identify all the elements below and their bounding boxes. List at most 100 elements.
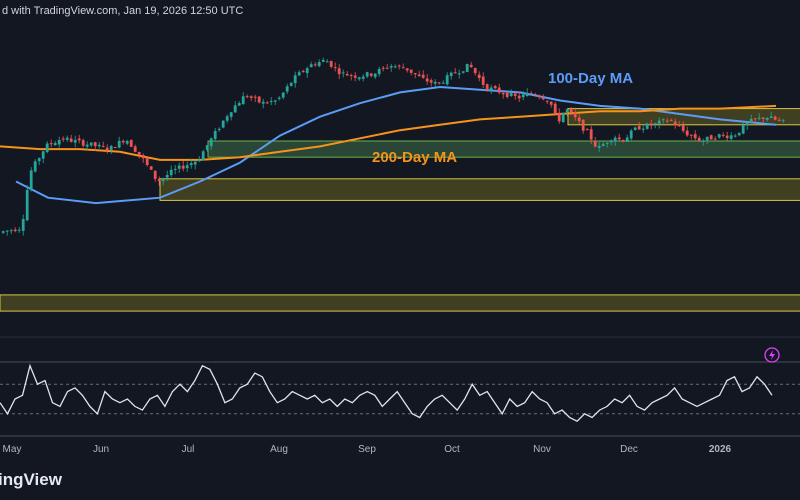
candle-body bbox=[325, 61, 329, 63]
candle-body bbox=[773, 116, 777, 120]
ma-label: 200-Day MA bbox=[372, 149, 457, 166]
candle-body bbox=[269, 100, 273, 102]
candle-body bbox=[221, 120, 225, 128]
candle-body bbox=[45, 143, 49, 153]
candle-body bbox=[289, 82, 293, 86]
candle-body bbox=[353, 75, 357, 78]
x-tick-label: 2026 bbox=[709, 444, 732, 455]
candle-body bbox=[277, 97, 281, 99]
candle-body bbox=[225, 116, 229, 121]
x-tick-label: Jun bbox=[93, 444, 109, 455]
candle-body bbox=[97, 144, 101, 147]
candle-body bbox=[597, 145, 601, 148]
candle-body bbox=[185, 165, 189, 169]
candle-body bbox=[357, 77, 361, 80]
rsi-panel bbox=[0, 336, 800, 437]
candle-body bbox=[233, 105, 237, 113]
candle-body bbox=[341, 72, 345, 74]
candle-body bbox=[757, 117, 761, 119]
candle-body bbox=[465, 63, 469, 72]
candle-body bbox=[625, 137, 629, 143]
candle-body bbox=[725, 135, 729, 139]
candle-body bbox=[273, 100, 277, 102]
candle-body bbox=[85, 144, 89, 147]
candle-body bbox=[305, 68, 309, 74]
candle-body bbox=[57, 139, 61, 145]
candle-body bbox=[349, 75, 353, 77]
candle-body bbox=[461, 71, 465, 73]
candle-body bbox=[553, 103, 557, 114]
lightning-icon-ring bbox=[764, 347, 780, 363]
candle-body bbox=[513, 93, 517, 96]
candle-body bbox=[157, 179, 161, 182]
candle-body bbox=[5, 230, 9, 232]
candle-body bbox=[217, 128, 221, 130]
candle-body bbox=[261, 101, 265, 104]
candle-body bbox=[493, 85, 497, 89]
candle-body bbox=[581, 119, 585, 131]
candle-body bbox=[9, 230, 13, 232]
candle-body bbox=[501, 93, 505, 95]
candle-body bbox=[377, 68, 381, 75]
candle-body bbox=[113, 147, 117, 149]
candle-body bbox=[537, 95, 541, 98]
candle-body bbox=[405, 68, 409, 71]
candle-body bbox=[281, 92, 285, 98]
candle-body bbox=[621, 139, 625, 142]
candle-body bbox=[329, 61, 333, 67]
candle-body bbox=[117, 140, 121, 148]
candle-body bbox=[433, 81, 437, 84]
candle-body bbox=[125, 140, 129, 144]
publish-info: d with TradingView.com, Jan 19, 2026 12:… bbox=[2, 5, 244, 17]
candle-body bbox=[321, 59, 325, 62]
candle-body bbox=[729, 135, 733, 139]
candle-body bbox=[701, 140, 705, 142]
candle-body bbox=[189, 163, 193, 166]
lightning-icon[interactable] bbox=[764, 347, 780, 363]
candle-body bbox=[201, 151, 205, 161]
candle-body bbox=[629, 130, 633, 139]
candle-body bbox=[253, 96, 257, 98]
annotations-layer: 100-Day MA 200-Day MA bbox=[372, 70, 633, 166]
candle-body bbox=[25, 189, 29, 221]
candle-body bbox=[37, 158, 41, 162]
candle-body bbox=[169, 169, 173, 176]
candle-body bbox=[173, 168, 177, 170]
candle-body bbox=[193, 161, 197, 165]
candle-body bbox=[197, 159, 201, 162]
candle-body bbox=[369, 73, 373, 76]
candle-body bbox=[345, 73, 349, 76]
candle-body bbox=[733, 135, 737, 137]
candle-body bbox=[21, 219, 25, 231]
candle-body bbox=[709, 135, 713, 140]
candle-body bbox=[333, 67, 337, 69]
candle-body bbox=[737, 132, 741, 136]
x-tick-label: Nov bbox=[533, 444, 551, 455]
candle-body bbox=[577, 117, 581, 122]
candle-body bbox=[761, 117, 765, 120]
candle-body bbox=[109, 146, 113, 150]
candle-body bbox=[705, 136, 709, 141]
candle-body bbox=[481, 76, 485, 85]
candle-body bbox=[685, 130, 689, 136]
candle-body bbox=[697, 137, 701, 142]
rsi-line bbox=[0, 363, 773, 422]
candle-body bbox=[237, 103, 241, 106]
candle-body bbox=[681, 125, 685, 131]
candle-body bbox=[777, 119, 781, 121]
candle-body bbox=[473, 68, 477, 74]
candle-body bbox=[285, 86, 289, 92]
candle-body bbox=[589, 129, 593, 140]
candle-body bbox=[525, 93, 529, 97]
candle-body bbox=[165, 175, 169, 178]
candle-body bbox=[565, 109, 569, 113]
x-tick-label: Dec bbox=[620, 444, 638, 455]
candle-body bbox=[469, 64, 473, 68]
candle-body bbox=[93, 142, 97, 147]
ma-label: 100-Day MA bbox=[548, 70, 633, 87]
candle-body bbox=[13, 229, 17, 232]
candle-body bbox=[181, 165, 185, 169]
ma-line bbox=[0, 104, 777, 161]
candle-body bbox=[545, 100, 549, 102]
